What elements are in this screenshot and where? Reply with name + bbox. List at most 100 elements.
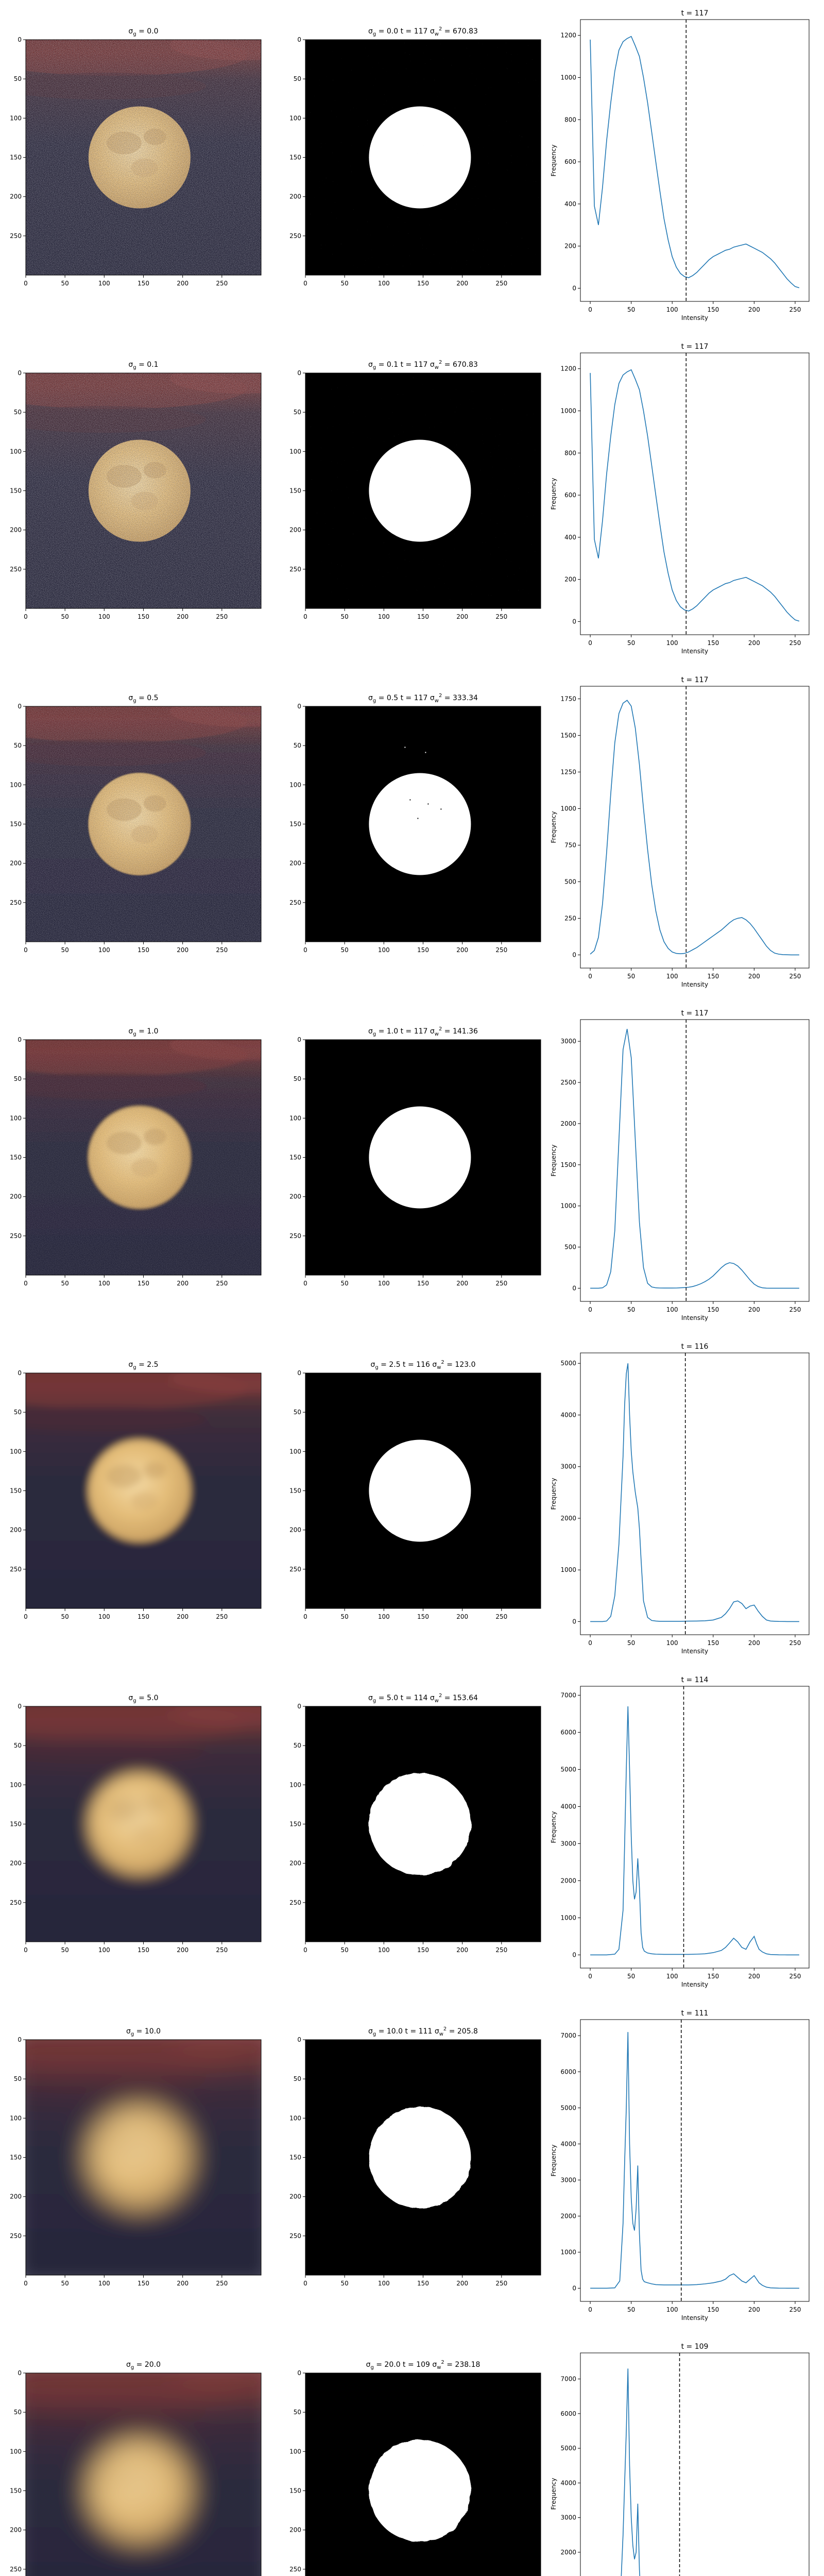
x-tick-label: 100	[378, 946, 390, 954]
y-tick-label: 1500	[560, 1161, 576, 1168]
mask-panel: σg = 0.1 t = 117 σw2 = 670.83 0 0 50 50 100 10…	[289, 360, 541, 620]
histogram-title: t = 114	[681, 1676, 709, 1684]
x-tick-label: 150	[707, 1306, 719, 1313]
histogram-ylabel: Frequency	[550, 1811, 557, 1843]
x-tick-label: 250	[789, 2306, 801, 2313]
x-tick-label: 50	[61, 946, 69, 954]
x-tick-label: 0	[24, 946, 28, 954]
y-tick-label: 150	[289, 154, 301, 161]
y-tick-label: 5000	[560, 1766, 576, 1773]
blurred-image-panel: σg = 0.0 0 0 50 50 100 100 150 150 200 200 250 250	[10, 27, 262, 287]
x-tick-label: 200	[456, 1946, 468, 1954]
y-tick-label: 6000	[560, 1728, 576, 1736]
x-tick-label: 50	[627, 306, 635, 313]
x-tick-label: 100	[98, 280, 110, 287]
mask-speck	[425, 752, 426, 753]
y-tick-label: 500	[564, 1244, 576, 1251]
y-tick-label: 6000	[560, 2068, 576, 2075]
y-tick-label: 0	[18, 1369, 22, 1377]
y-tick-label: 0	[18, 2369, 22, 2377]
figure-row-5: σg = 2.5005050100100150150200200250250σg…	[10, 1343, 810, 1655]
y-tick-label: 0	[297, 36, 301, 43]
x-tick-label: 0	[588, 973, 592, 980]
blurred-image-panel: σg = 1.0 0 0 50 50 100 100 150 150 200 200 250 250	[10, 1027, 262, 1287]
y-tick-label: 1200	[560, 365, 576, 372]
x-tick-label: 100	[378, 1946, 390, 1954]
y-tick-label: 600	[564, 492, 576, 499]
x-tick-label: 50	[341, 1280, 349, 1287]
y-tick-label: 100	[10, 1781, 22, 1788]
x-tick-label: 100	[666, 1306, 678, 1313]
x-tick-label: 200	[456, 1613, 468, 1620]
x-tick-label: 50	[627, 1973, 635, 1980]
x-tick-label: 150	[417, 280, 429, 287]
y-tick-label: 50	[14, 75, 22, 82]
panel-title: σg = 1.0	[128, 1027, 158, 1037]
histogram-panel: t = 114 0 50 100 150 200 250 0 1000 2000 3000 4000 5…	[550, 1676, 810, 1988]
x-tick-label: 100	[378, 280, 390, 287]
x-tick-label: 100	[666, 306, 678, 313]
x-tick-label: 100	[98, 946, 110, 954]
x-tick-label: 50	[61, 1280, 69, 1287]
y-tick-label: 100	[289, 2114, 301, 2122]
y-tick-label: 150	[289, 487, 301, 495]
y-tick-label: 3000	[560, 1840, 576, 1847]
y-tick-label: 2000	[560, 2549, 576, 2556]
mask-disk	[369, 1439, 471, 1542]
blurred-image	[26, 2373, 261, 2576]
figure-row-7: σg = 10.0005050100100150150200200250250σ…	[10, 2009, 810, 2321]
histogram-title: t = 117	[681, 1009, 709, 1018]
mask-hole	[440, 808, 442, 810]
histogram-ylabel: Frequency	[550, 478, 557, 510]
y-tick-label: 150	[10, 154, 22, 161]
x-tick-label: 100	[378, 1280, 390, 1287]
y-tick-label: 400	[564, 534, 576, 541]
y-tick-label: 1500	[560, 732, 576, 739]
y-tick-label: 3000	[560, 2514, 576, 2521]
x-tick-label: 200	[456, 1280, 468, 1287]
x-tick-label: 0	[588, 2306, 592, 2313]
histogram-frame	[580, 352, 810, 635]
x-tick-label: 50	[627, 973, 635, 980]
histogram-line	[590, 700, 799, 956]
x-tick-label: 250	[495, 1946, 507, 1954]
y-tick-label: 100	[289, 1781, 301, 1788]
binary-mask	[305, 2040, 541, 2275]
y-tick-label: 100	[10, 781, 22, 788]
y-tick-label: 150	[289, 2154, 301, 2161]
x-tick-label: 200	[177, 280, 188, 287]
x-tick-label: 250	[216, 946, 228, 954]
x-tick-label: 150	[417, 1946, 429, 1954]
x-tick-label: 200	[748, 2306, 760, 2313]
histogram-xlabel: Intensity	[681, 981, 708, 988]
y-tick-label: 5000	[560, 1360, 576, 1367]
x-tick-label: 200	[177, 946, 188, 954]
y-tick-label: 150	[289, 2487, 301, 2495]
y-tick-label: 200	[289, 527, 301, 534]
histogram-frame	[580, 2019, 810, 2302]
binary-mask	[305, 2373, 541, 2576]
histogram-ylabel: Frequency	[550, 811, 557, 843]
x-tick-label: 100	[98, 1613, 110, 1620]
x-tick-label: 0	[24, 613, 28, 620]
x-tick-label: 100	[666, 1973, 678, 1980]
x-tick-label: 200	[177, 2280, 188, 2287]
y-tick-label: 50	[294, 2409, 301, 2416]
histogram-line	[590, 1363, 799, 1622]
y-tick-label: 200	[10, 193, 22, 200]
y-tick-label: 800	[564, 116, 576, 123]
y-tick-label: 2000	[560, 1120, 576, 1127]
y-tick-label: 100	[10, 448, 22, 455]
x-tick-label: 0	[303, 2280, 307, 2287]
x-tick-label: 100	[666, 973, 678, 980]
y-tick-label: 100	[289, 1448, 301, 1455]
x-tick-label: 50	[341, 1946, 349, 1954]
blurred-image-panel: σg = 0.1 0 0 50 50 100 100 150 150 200 200 250 250	[10, 361, 262, 620]
y-tick-label: 50	[14, 1742, 22, 1749]
mask-speck	[404, 747, 406, 748]
panel-title: σg = 10.0	[126, 2027, 161, 2037]
x-tick-label: 50	[627, 639, 635, 647]
y-tick-label: 0	[572, 2284, 576, 2292]
panel-title: σg = 20.0 t = 109 σw2 = 238.18	[366, 2360, 480, 2370]
y-tick-label: 50	[14, 742, 22, 749]
